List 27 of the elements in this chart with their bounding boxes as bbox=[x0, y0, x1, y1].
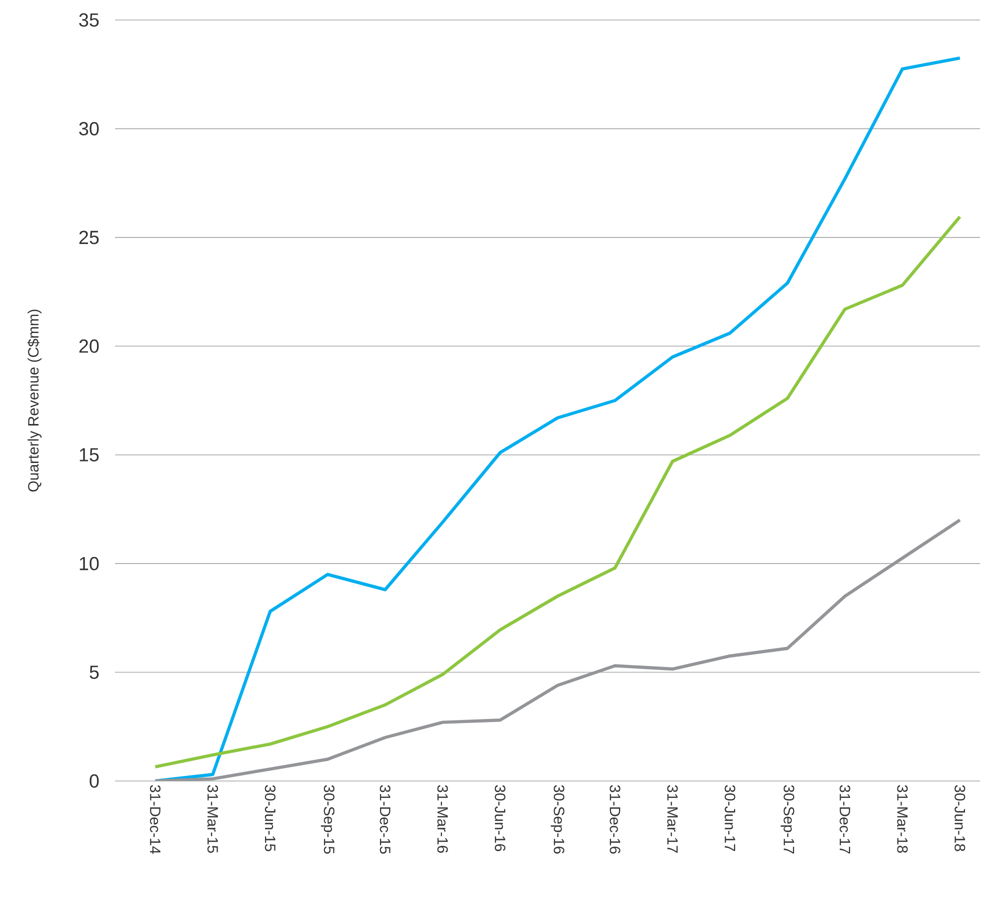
x-tick-label: 31-Dec-16 bbox=[610, 785, 620, 854]
y-tick-label: 25 bbox=[79, 230, 99, 244]
x-tick-label: 30-Jun-17 bbox=[724, 785, 736, 852]
x-tick-label: 30-Jun-16 bbox=[494, 785, 506, 852]
x-tick-label: 31-Mar-16 bbox=[437, 785, 448, 853]
line-series bbox=[154, 518, 962, 781]
x-tick-label: 30-Sep-16 bbox=[550, 785, 564, 854]
line-series bbox=[154, 215, 962, 768]
y-tick-label: 20 bbox=[79, 339, 99, 353]
x-tick-label: 31-Dec-14 bbox=[150, 785, 161, 854]
x-tick-label: 30-Sep-17 bbox=[780, 785, 794, 854]
y-tick-label: 5 bbox=[90, 666, 99, 679]
x-tick-label: 31-Mar-15 bbox=[207, 785, 218, 853]
x-tick-label: 30-Jun-18 bbox=[954, 785, 966, 852]
y-tick-label: 15 bbox=[80, 448, 99, 462]
x-tick-label: 30-Sep-15 bbox=[320, 785, 334, 854]
x-tick-label: 30-Jun-15 bbox=[264, 785, 276, 852]
y-tick-label: 10 bbox=[80, 556, 99, 570]
y-tick-label: 30 bbox=[79, 122, 99, 136]
x-tick-label: 31-Mar-17 bbox=[667, 785, 678, 853]
x-tick-label: 31-Dec-15 bbox=[380, 785, 390, 854]
y-axis-title: Quarterly Revenue (C$mm) bbox=[27, 310, 42, 492]
y-tick-label: 35 bbox=[79, 13, 99, 27]
y-tick-label: 0 bbox=[90, 774, 99, 788]
x-tick-label: 31-Mar-18 bbox=[897, 785, 908, 853]
x-tick-label: 31-Dec-17 bbox=[840, 785, 850, 854]
line-series bbox=[154, 56, 962, 781]
